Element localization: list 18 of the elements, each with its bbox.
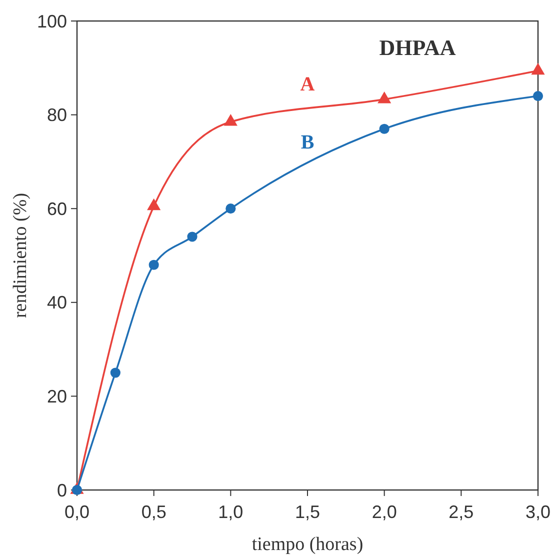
y-tick-label: 20 [46,386,67,406]
y-tick-label: 0 [56,480,67,500]
x-tick-label: 1,0 [218,502,244,522]
x-tick-label: 0,5 [141,502,166,522]
x-tick-label: 2,5 [448,502,474,522]
y-tick-label: 60 [46,198,67,219]
x-tick-label: 3,0 [525,502,551,522]
x-tick-label: 0,0 [64,502,90,522]
y-tick-label: 40 [46,292,67,313]
y-tick-label: 100 [36,11,67,32]
y-axis-title: rendimiento (%) [10,192,31,318]
y-tick-label: 80 [46,105,67,126]
x-tick-label: 2,0 [372,502,397,522]
x-tick-label: 1,5 [294,502,320,522]
series-label: A [300,74,316,96]
text: DHPAA [379,35,456,60]
series-label: B [300,132,314,154]
x-axis-title: tiempo (horas) [252,534,364,555]
